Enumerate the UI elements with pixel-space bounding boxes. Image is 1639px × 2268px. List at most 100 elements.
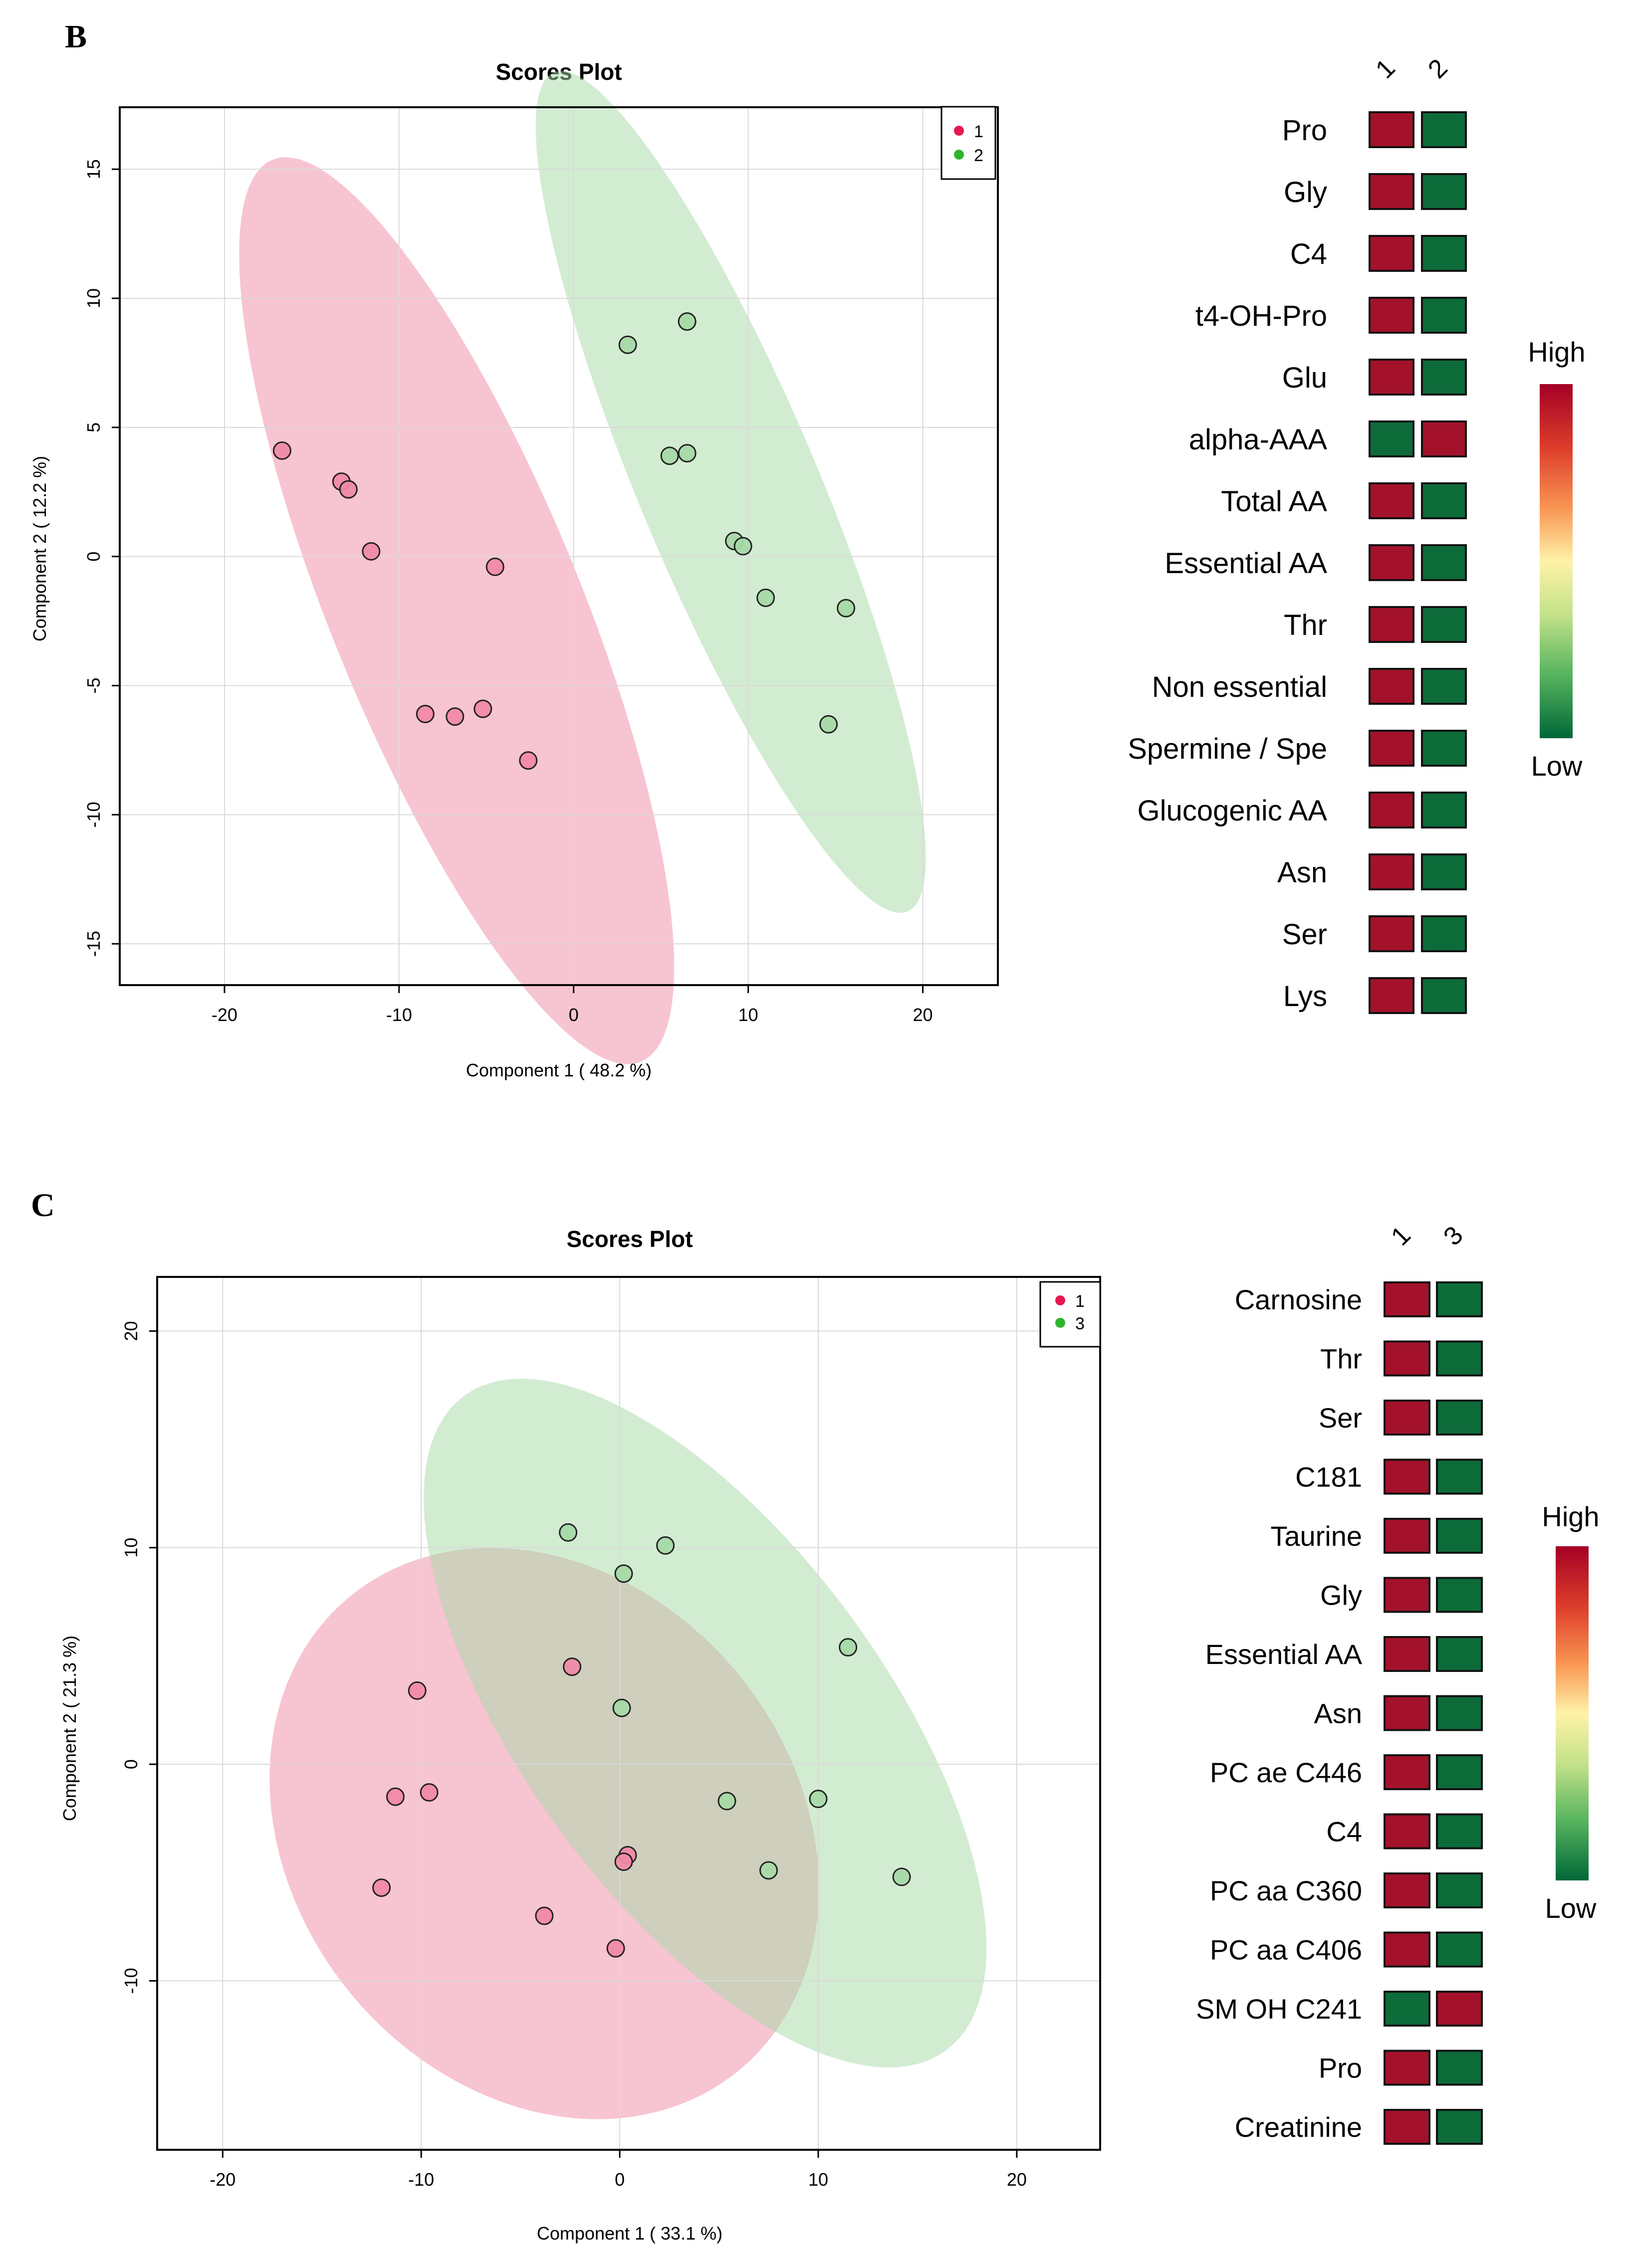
heatmap-row: Ser [1282,915,1467,952]
heatmap-row-label: Spermine / Spe [1128,733,1327,765]
heatmap-cell-low [1436,1695,1483,1731]
confidence-ellipse [424,1379,987,2067]
x-axis-ticks: -20 -10 0 10 20 [212,985,933,1025]
data-point [408,1681,427,1700]
heatmap-cell-low [1436,1872,1483,1908]
scores-plot: Scores Plot -20 -10 0 10 20 -10 0 10 20 Compone… [59,1226,1101,2244]
x-tick-label: -10 [408,2169,434,2190]
y-axis-label: Component 2 ( 21.3 %) [59,1636,80,1821]
heatmap-cell-low [1421,730,1467,767]
heatmap-cell-high [1369,235,1414,272]
y-tick-label: -5 [83,678,104,694]
heatmap-column-label: 2 [1422,53,1453,84]
heatmap-cell-low [1436,1458,1483,1495]
legend-box [1039,1281,1101,1348]
heatmap-cell-low [1421,977,1467,1014]
heatmap-column-label: 3 [1438,1221,1468,1251]
y-tick-label: -10 [121,1968,141,1994]
legend-label: 1 [974,122,983,141]
data-point [892,1867,911,1886]
y-axis-ticks: -15 -10 -5 0 5 10 15 [83,159,120,957]
heatmap-rows: Pro Gly C4 t4-OH-Pro Glu alpha-AAA Total AA Ess… [1128,111,1467,1014]
data-point [614,1564,633,1583]
heatmap-cell-high [1384,1636,1430,1672]
data-point [535,1906,554,1925]
y-axis-label: Component 2 ( 12.2 %) [29,456,50,641]
legend-marker [1055,1295,1065,1305]
data-point [446,707,465,726]
heatmap-row: t4-OH-Pro [1195,297,1467,334]
scale-low-label: Low [1531,750,1583,782]
heatmap-row: Thr [1284,606,1467,643]
legend: 1 3 [1039,1281,1101,1348]
legend-label: 3 [1075,1314,1085,1333]
panel-c: C Scores Plot -20 -10 0 10 20 -10 0 10 20 Compo… [31,1187,1600,2244]
x-tick-label: -20 [212,1005,237,1025]
y-tick-label: 0 [121,1759,141,1769]
heatmap-row-label: Pro [1282,114,1327,147]
y-tick-label: 10 [121,1538,141,1558]
heatmap-row-label: Thr [1320,1343,1362,1375]
y-tick-label: 20 [121,1321,141,1341]
data-point [416,704,435,723]
data-points [272,312,856,770]
heatmap-row-label: Asn [1277,856,1327,889]
data-point [733,537,752,556]
heatmap-row: PC ae C446 [1210,1754,1483,1790]
heatmap-row: Carnosine [1235,1281,1483,1317]
heatmap-row-label: Gly [1320,1580,1362,1611]
heatmap-row: C4 [1290,235,1467,272]
heatmap-row: Creatinine [1235,2109,1483,2145]
data-point [386,1787,405,1806]
x-tick-label: 20 [1007,2169,1027,2190]
heatmap-row-label: Pro [1319,2053,1362,2084]
heatmap-row: SM OH C241 [1196,1991,1483,2027]
chart-title: Scores Plot [566,1226,693,1252]
data-point [678,312,697,331]
legend: 1 2 [940,106,996,180]
heatmap-row-label: Glu [1282,362,1327,394]
x-tick-label: 0 [569,1005,579,1025]
heatmap-cell-low [1436,1281,1483,1317]
heatmap-cell-high [1384,1872,1430,1908]
heatmap-row-label: alpha-AAA [1189,423,1328,456]
legend-box [940,106,996,180]
heatmap-cell-high [1369,482,1414,519]
heatmap-cell-low [1421,359,1467,396]
data-point [819,715,838,734]
heatmap-cell-low [1369,420,1414,457]
heatmap-cell-low [1421,482,1467,519]
heatmap-row: Pro [1282,111,1467,148]
heatmap-row-label: PC aa C360 [1210,1875,1362,1906]
heatmap-cell-low [1436,1577,1483,1613]
heatmap-cell-low [1436,1754,1483,1790]
heatmap-row-label: C4 [1326,1816,1362,1848]
heatmap-cell-low [1436,1400,1483,1436]
heatmap-row: Total AA [1221,482,1467,519]
heatmap-row: Spermine / Spe [1128,730,1467,767]
heatmap-row: Thr [1320,1340,1483,1377]
heatmap-row-label: Non essential [1152,671,1327,703]
heatmap-row-label: SM OH C241 [1196,1993,1362,2025]
heatmap-row: C181 [1295,1458,1483,1495]
heatmap-row-label: Thr [1284,609,1327,641]
heatmap-row: Gly [1320,1577,1483,1613]
heatmap-cell-high [1384,1813,1430,1850]
confidence-ellipse [239,157,675,1064]
x-axis-label: Component 1 ( 33.1 %) [537,2223,722,2244]
heatmap-cell-high [1384,1458,1430,1495]
data-point [839,1638,858,1657]
heatmap-row: PC aa C360 [1210,1872,1483,1908]
legend-label: 1 [1075,1292,1085,1311]
data-point [372,1878,391,1897]
heatmap-cell-high [1421,420,1467,457]
y-tick-label: 15 [83,159,104,179]
data-point [362,542,381,561]
plot-frame [119,106,999,986]
y-tick-label: -15 [83,931,104,957]
heatmap-row-label: PC ae C446 [1210,1757,1362,1788]
heatmap-cell-high [1436,1991,1483,2027]
x-axis-ticks: -20 -10 0 10 20 [210,2150,1027,2190]
scale-high-label: High [1528,336,1585,368]
data-point [339,480,358,499]
